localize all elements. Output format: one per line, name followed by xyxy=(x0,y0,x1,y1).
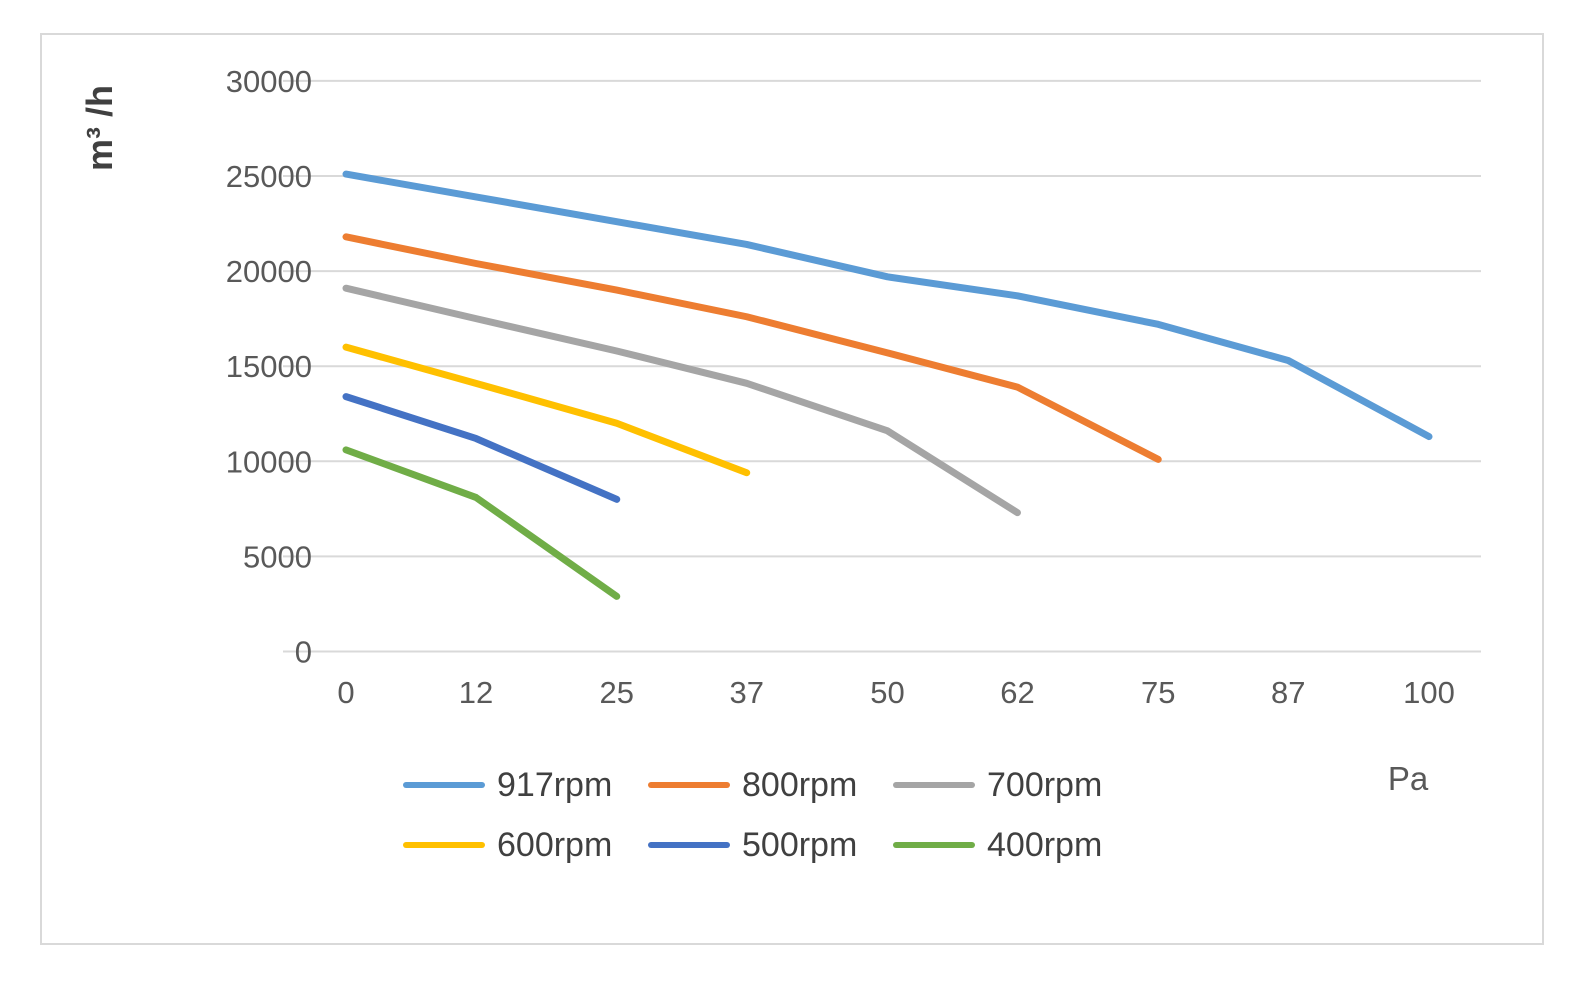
x-tick-label-100: 100 xyxy=(1403,675,1455,710)
legend-label-700rpm: 700rpm xyxy=(987,765,1103,804)
legend-label-400rpm: 400rpm xyxy=(987,825,1103,864)
legend-item-700rpm: 700rpm xyxy=(893,764,1138,806)
legend-label-917rpm: 917rpm xyxy=(497,765,613,804)
y-tick-label-25000: 25000 xyxy=(226,159,312,194)
y-tick-label-10000: 10000 xyxy=(226,444,312,479)
x-tick-label-12: 12 xyxy=(459,675,493,710)
y-tick-label-30000: 30000 xyxy=(226,64,312,99)
series-line-917rpm xyxy=(342,170,1433,441)
legend-label-600rpm: 600rpm xyxy=(497,825,613,864)
x-tick-label-62: 62 xyxy=(1000,675,1034,710)
x-tick-label-87: 87 xyxy=(1271,675,1305,710)
x-tick-label-50: 50 xyxy=(870,675,904,710)
series-line-700rpm xyxy=(342,284,1021,517)
legend-swatch-700rpm xyxy=(893,782,975,788)
series-lines-group xyxy=(342,170,1433,600)
legend-swatch-600rpm xyxy=(403,842,485,848)
x-tick-label-0: 0 xyxy=(337,675,354,710)
gridlines-group xyxy=(283,79,1481,653)
legend-swatch-500rpm xyxy=(648,842,730,848)
series-line-600rpm xyxy=(342,343,751,477)
legend-swatch-917rpm xyxy=(403,782,485,788)
legend: 917rpm 800rpm 700rpm 600rpm 500rpm 400rpm xyxy=(403,764,1138,866)
x-tick-label-75: 75 xyxy=(1141,675,1175,710)
x-tick-labels-group: 0 12 25 37 50 62 75 87 100 xyxy=(337,675,1454,710)
legend-item-600rpm: 600rpm xyxy=(403,824,648,866)
series-line-800rpm xyxy=(342,233,1162,463)
series-line-500rpm xyxy=(342,393,621,503)
y-tick-label-15000: 15000 xyxy=(226,349,312,384)
x-tick-label-37: 37 xyxy=(729,675,763,710)
legend-item-400rpm: 400rpm xyxy=(893,824,1138,866)
x-tick-label-25: 25 xyxy=(600,675,634,710)
y-tick-labels-group: 0 5000 10000 15000 20000 25000 30000 xyxy=(226,64,312,670)
y-tick-label-5000: 5000 xyxy=(243,539,312,574)
y-axis-title: m³ /h xyxy=(79,85,120,171)
legend-swatch-800rpm xyxy=(648,782,730,788)
legend-item-800rpm: 800rpm xyxy=(648,764,893,806)
legend-label-800rpm: 800rpm xyxy=(742,765,858,804)
series-line-400rpm xyxy=(342,446,621,600)
legend-item-917rpm: 917rpm xyxy=(403,764,648,806)
legend-item-500rpm: 500rpm xyxy=(648,824,893,866)
y-tick-label-20000: 20000 xyxy=(226,254,312,289)
legend-label-500rpm: 500rpm xyxy=(742,825,858,864)
legend-swatch-400rpm xyxy=(893,842,975,848)
chart-frame xyxy=(40,33,1544,945)
x-axis-title: Pa xyxy=(1388,760,1429,797)
y-tick-label-0: 0 xyxy=(295,635,312,670)
